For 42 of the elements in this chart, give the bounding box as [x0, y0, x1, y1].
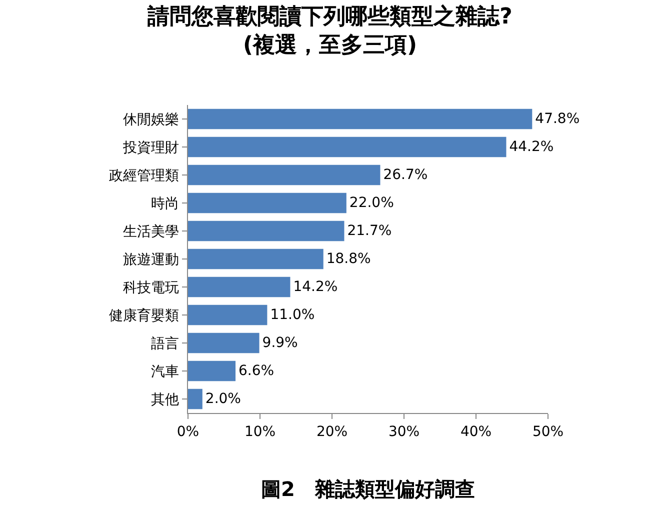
- data-label: 14.2%: [293, 279, 338, 295]
- y-tick-label: 政經管理類: [109, 168, 180, 184]
- data-label: 6.6%: [238, 363, 274, 379]
- y-tick-label: 時尚: [151, 196, 180, 212]
- data-label: 44.2%: [509, 139, 554, 155]
- bar: [188, 192, 346, 214]
- bar: [188, 220, 344, 242]
- bar: [188, 388, 202, 410]
- bar: [188, 136, 506, 158]
- x-tick-label: 30%: [388, 424, 420, 440]
- data-label: 2.0%: [205, 391, 241, 407]
- y-tick-label: 生活美學: [123, 224, 180, 240]
- y-tick-label: 汽車: [151, 364, 180, 380]
- data-label: 11.0%: [270, 307, 315, 323]
- x-tick-label: 10%: [244, 424, 276, 440]
- x-tick-label: 50%: [532, 424, 564, 440]
- chart-title: 請問您喜歡閱讀下列哪些類型之雜誌?: [146, 3, 512, 30]
- bar: [188, 304, 268, 326]
- chart-subtitle: (複選，至多三項): [242, 33, 418, 58]
- bar: [188, 332, 260, 354]
- bar: [188, 108, 532, 130]
- y-tick-label: 其他: [151, 392, 180, 408]
- y-tick-label: 投資理財: [122, 140, 180, 156]
- y-tick-label: 語言: [151, 336, 180, 352]
- data-label: 22.0%: [349, 195, 394, 211]
- bar: [188, 276, 290, 298]
- y-tick-label: 健康育嬰類: [109, 306, 180, 324]
- data-label: 47.8%: [535, 111, 580, 127]
- bar: [188, 164, 380, 186]
- x-tick-label: 20%: [316, 424, 348, 440]
- x-tick-label: 40%: [460, 424, 492, 440]
- y-tick-label: 科技電玩: [123, 280, 180, 296]
- y-tick-label: 休閒娛樂: [123, 112, 180, 128]
- data-label: 21.7%: [347, 223, 392, 239]
- data-label: 9.9%: [262, 335, 298, 351]
- data-label: 26.7%: [383, 167, 428, 183]
- caption: 圖2 雜誌類型偏好調查: [261, 477, 475, 501]
- bar: [188, 360, 236, 382]
- x-tick-label: 0%: [176, 424, 200, 440]
- bar: [188, 248, 324, 270]
- data-label: 18.8%: [326, 251, 371, 267]
- y-tick-label: 旅遊運動: [123, 252, 180, 268]
